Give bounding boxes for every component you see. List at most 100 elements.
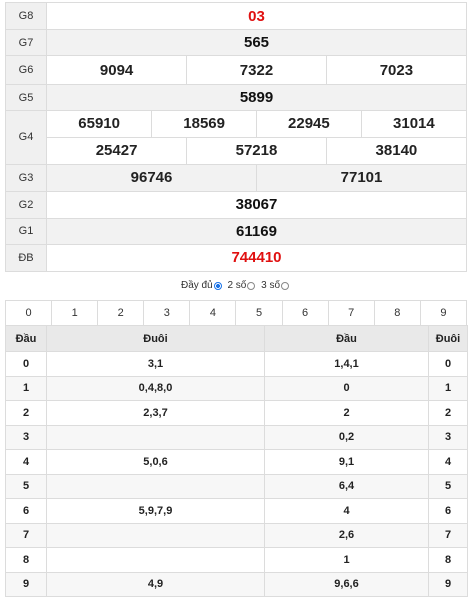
prize-number: 7023 [325, 56, 466, 84]
prize-number: 7322 [186, 56, 327, 84]
prize-label: G6 [5, 55, 47, 85]
head-digit: 8 [5, 547, 47, 573]
tail-values: 5,0,6 [46, 449, 265, 475]
prize-number: 565 [46, 29, 467, 56]
filter-two-label: 2 số [227, 280, 247, 291]
filter-three-label: 3 số [261, 280, 281, 291]
table-row: 2 2,3,7 2 2 [5, 400, 468, 426]
head-values: 4 [264, 498, 429, 524]
prize-label: G7 [5, 29, 47, 56]
head-digit: 0 [5, 351, 47, 377]
table-row: 6 5,9,7,9 4 6 [5, 498, 468, 524]
head-values: 9,1 [264, 449, 429, 475]
tail-digit: 0 [428, 351, 468, 377]
column-header: Đầu [264, 325, 429, 352]
prize-number: 9094 [99, 61, 134, 79]
tail-values [46, 547, 265, 573]
tail-values: 3,1 [46, 351, 265, 377]
digit-filter-bar: 0 1 2 3 4 5 6 7 8 9 [4, 300, 468, 326]
filter-full-option[interactable]: Đầy đủ [181, 280, 223, 291]
head-values: 0 [264, 375, 429, 401]
column-header: Đuôi [46, 325, 265, 352]
prize-number: 25427 [95, 142, 138, 159]
column-header: Đầu [5, 325, 47, 352]
tail-digit: 6 [428, 498, 468, 524]
head-tail-header: Đầu Đuôi Đầu Đuôi [5, 325, 468, 352]
head-values: 2,6 [264, 522, 429, 548]
digit-button[interactable]: 0 [4, 300, 53, 326]
filter-two-digit-option[interactable]: 2 số [227, 280, 256, 291]
digit-button[interactable]: 1 [51, 300, 99, 326]
prize-row-db: ĐB 744410 [5, 243, 467, 272]
head-digit: 6 [5, 498, 47, 524]
filter-three-digit-option[interactable]: 3 số [261, 280, 290, 291]
table-row: 1 0,4,8,0 0 1 [5, 375, 468, 401]
results-table: G8 03 G7 565 G6 9094 7322 7023 G5 5899 G… [5, 2, 467, 272]
tail-digit: 7 [428, 522, 468, 548]
prize-label: ĐB [5, 243, 47, 272]
tail-values [46, 522, 265, 548]
prize-number: 65910 [47, 111, 152, 138]
head-digit: 3 [5, 424, 47, 450]
prize-label: G2 [5, 190, 47, 219]
digit-button[interactable]: 4 [189, 300, 237, 326]
head-values: 1,4,1 [264, 351, 429, 377]
column-header: Đuôi [428, 325, 468, 352]
table-row: 0 3,1 1,4,1 0 [5, 351, 468, 377]
radio-icon[interactable] [247, 281, 256, 290]
head-digit: 7 [5, 522, 47, 548]
tail-digit: 4 [428, 449, 468, 475]
head-values: 2 [264, 400, 429, 426]
prize-row-g7: G7 565 [5, 29, 467, 56]
head-values: 1 [264, 547, 429, 573]
digit-button[interactable]: 7 [327, 300, 375, 326]
digit-button[interactable]: 3 [143, 300, 191, 326]
digit-button[interactable]: 5 [235, 300, 283, 326]
prize-label: G1 [5, 217, 47, 245]
prize-number: 5899 [46, 84, 467, 111]
prize-number: 57218 [186, 137, 327, 164]
digit-button[interactable]: 9 [419, 300, 468, 326]
radio-selected-icon[interactable] [213, 281, 222, 290]
head-values: 6,4 [264, 473, 429, 499]
prize-row-g2: G2 38067 [5, 190, 467, 219]
prize-number: 38067 [46, 190, 467, 219]
special-prize-number: 744410 [46, 243, 467, 272]
head-digit: 2 [5, 400, 47, 426]
head-digit: 9 [5, 571, 47, 597]
prize-number: 22945 [256, 111, 362, 138]
digit-button[interactable]: 6 [281, 300, 329, 326]
tail-values: 4,9 [46, 571, 265, 597]
head-digit: 1 [5, 375, 47, 401]
tail-digit: 1 [428, 375, 468, 401]
head-digit: 4 [5, 449, 47, 475]
tail-digit: 8 [428, 547, 468, 573]
prize-label: G8 [5, 2, 47, 30]
tail-values: 5,9,7,9 [46, 498, 265, 524]
filter-full-label: Đầy đủ [180, 280, 213, 291]
tail-digit: 9 [428, 571, 468, 597]
display-filter: Đầy đủ 2 số 3 số [0, 280, 471, 291]
table-row: 4 5,0,6 9,1 4 [5, 449, 468, 475]
prize-number: 31014 [360, 111, 466, 138]
head-values: 0,2 [264, 424, 429, 450]
digit-button[interactable]: 8 [373, 300, 421, 326]
tail-values [46, 424, 265, 450]
prize-number: 77101 [256, 164, 466, 191]
prize-row-g8: G8 03 [5, 2, 467, 30]
tail-values: 0,4,8,0 [46, 375, 265, 401]
table-row: 7 2,6 7 [5, 522, 468, 548]
prize-number: 96746 [130, 169, 173, 186]
table-row: 9 4,9 9,6,6 9 [5, 571, 468, 597]
prize-row-g1: G1 61169 [5, 217, 467, 245]
prize-label: G4 [5, 110, 47, 165]
digit-button[interactable]: 2 [97, 300, 145, 326]
prize-number: 61169 [46, 217, 467, 245]
head-values: 9,6,6 [264, 571, 429, 597]
prize-label: G3 [5, 163, 47, 192]
prize-row-g5: G5 5899 [5, 84, 467, 111]
radio-icon[interactable] [281, 281, 290, 290]
prize-row-g6: G6 9094 7322 7023 [5, 55, 467, 85]
